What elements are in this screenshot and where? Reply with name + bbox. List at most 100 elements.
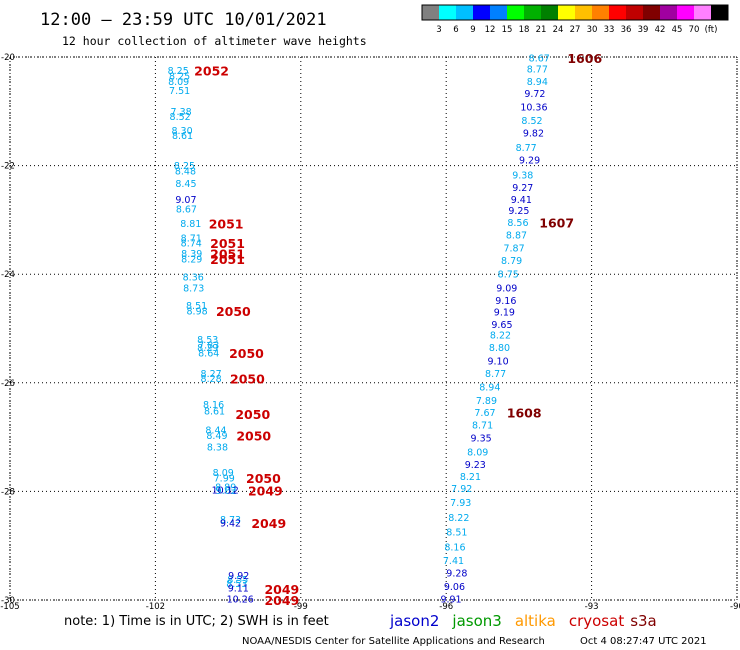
wave-height-label: 8.73	[220, 515, 241, 526]
plot-area	[9, 56, 738, 601]
wave-height-label: 9.91	[440, 594, 461, 605]
cycle-number-label: 2052	[194, 64, 229, 79]
y-tick-label: -22	[1, 162, 15, 172]
wave-height-label: 8.16	[444, 542, 465, 553]
wave-height-label: 8.36	[183, 272, 204, 283]
legend-swatch	[643, 5, 660, 20]
x-tick-label: -96	[439, 602, 453, 612]
cycle-number-label: 2049	[264, 593, 299, 608]
wave-height-label: 8.29	[197, 343, 218, 354]
wave-height-label: 7.51	[169, 86, 190, 97]
legend-swatch	[473, 5, 490, 20]
wave-height-label: 8.94	[527, 77, 548, 88]
legend-swatch	[694, 5, 711, 20]
wave-height-label: 9.41	[511, 195, 532, 206]
legend-tick-label: 18	[519, 25, 530, 35]
wave-height-label: 8.25	[174, 161, 195, 172]
plot-border	[9, 56, 738, 601]
wave-height-label: 9.11	[228, 584, 249, 595]
wave-height-label: 10.36	[520, 102, 547, 113]
wave-height-label: 10.26	[227, 594, 254, 605]
wave-height-label: 8.16	[203, 400, 224, 411]
legend-tick-label: 42	[655, 25, 666, 35]
data-labels: 8.258.258.097.517.388.528.308.618.258.48…	[168, 54, 550, 606]
wave-height-label: 8.75	[498, 270, 519, 281]
cycle-number-label: 1607	[539, 216, 574, 231]
wave-height-label: 9.65	[491, 320, 512, 331]
wave-height-label: 8.64	[198, 348, 219, 359]
legend-tick-label: 45	[672, 25, 683, 35]
cycle-number-label: 2051	[210, 252, 245, 267]
wave-height-label: 9.92	[228, 571, 249, 582]
wave-height-label: 9.16	[495, 296, 516, 307]
legend-swatch	[490, 5, 507, 20]
wave-height-label: 7.83	[198, 340, 219, 351]
wave-height-label: 8.21	[460, 472, 481, 483]
wave-height-label: 8.49	[206, 431, 227, 442]
legend-swatch	[456, 5, 473, 20]
wave-height-label: 8.67	[529, 54, 550, 65]
wave-height-label: 8.67	[176, 205, 197, 216]
legend-swatch	[439, 5, 456, 20]
wave-height-label: 9.82	[523, 129, 544, 140]
cycle-number-label: 2050	[230, 371, 265, 386]
wave-height-label: 8.73	[183, 283, 204, 294]
wave-height-label: 10.12	[212, 485, 239, 496]
satellite-name-label: jason2	[389, 612, 439, 630]
wave-height-label: 7.93	[450, 498, 471, 509]
legend-tick-label: 30	[587, 25, 598, 35]
legend-tick-label: 6	[453, 25, 458, 35]
wave-height-label: 9.10	[487, 357, 508, 368]
cycle-number-label: 2050	[236, 428, 271, 443]
y-tick-label: -28	[1, 487, 15, 497]
legend-swatch	[609, 5, 626, 20]
legend-swatch	[711, 5, 728, 20]
legend-swatch	[524, 5, 541, 20]
cycle-number-label: 2051	[210, 236, 245, 251]
wave-height-label: 8.53	[197, 335, 218, 346]
wave-height-label: 7.89	[476, 396, 497, 407]
wave-height-label: 8.53	[226, 579, 247, 590]
wave-height-label: 7.87	[503, 244, 524, 255]
legend-tick-label: 21	[536, 25, 547, 35]
footer-credit: NOAA/NESDIS Center for Satellite Applica…	[242, 636, 545, 647]
satellite-name-label: s3a	[630, 612, 657, 630]
wave-height-label: 8.51	[446, 528, 467, 539]
wave-height-label: 8.48	[175, 167, 196, 178]
chart-subtitle: 12 hour collection of altimeter wave hei…	[62, 34, 367, 48]
cycle-annotations: 2052205120512051205120502050205020502050…	[194, 51, 602, 608]
legend-swatch	[575, 5, 592, 20]
legend-tick-label: 36	[621, 25, 632, 35]
wave-height-label: 7.41	[443, 556, 464, 567]
y-tick-label: -26	[1, 379, 15, 389]
wave-height-label: 8.09	[467, 447, 488, 458]
legend-swatch	[660, 5, 677, 20]
wave-height-label: 9.02	[216, 486, 237, 497]
legend-swatch	[558, 5, 575, 20]
footer-timestamp: Oct 4 08:27:47 UTC 2021	[580, 636, 707, 647]
legend-tick-label: 9	[470, 25, 475, 35]
legend-tick-label: 33	[604, 25, 615, 35]
legend-frame	[421, 4, 729, 21]
wave-height-label: 9.06	[444, 582, 465, 593]
wave-height-label: 8.61	[204, 407, 225, 418]
wave-height-label: 8.38	[207, 442, 228, 453]
wave-height-label: 9.42	[220, 518, 241, 529]
legend-tick-label: (ft)	[705, 25, 718, 35]
wave-height-label: 8.56	[507, 218, 528, 229]
wave-height-label: 8.28	[201, 374, 222, 385]
wave-height-label: 9.19	[494, 308, 515, 319]
footer-note: note: 1) Time is in UTC; 2) SWH is in fe…	[64, 614, 329, 629]
wave-height-label: 8.25	[168, 66, 189, 77]
wave-height-label: 8.22	[448, 513, 469, 524]
legend-swatch	[507, 5, 524, 20]
wave-height-label: 8.39	[181, 249, 202, 260]
wave-height-label: 8.45	[175, 179, 196, 190]
cycle-number-label: 2049	[264, 582, 299, 597]
wave-height-label: 8.74	[181, 239, 202, 250]
gridlines	[9, 56, 738, 601]
cycle-number-label: 1608	[507, 406, 542, 421]
satellite-name-label: jason3	[451, 612, 501, 630]
x-tick-label: -93	[585, 602, 599, 612]
wave-height-label: 8.09	[168, 77, 189, 88]
